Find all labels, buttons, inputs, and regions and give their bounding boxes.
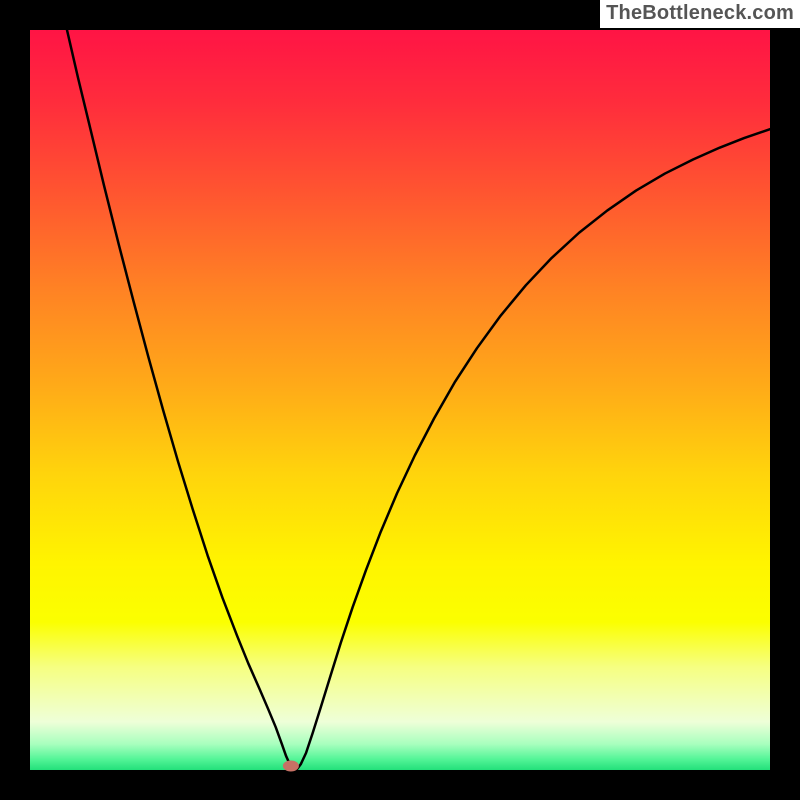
- bottleneck-curve: [30, 30, 770, 770]
- chart-frame: TheBottleneck.com: [0, 0, 800, 800]
- optimum-marker-icon: [283, 761, 299, 772]
- watermark-label: TheBottleneck.com: [600, 0, 800, 28]
- plot-area: [30, 30, 770, 770]
